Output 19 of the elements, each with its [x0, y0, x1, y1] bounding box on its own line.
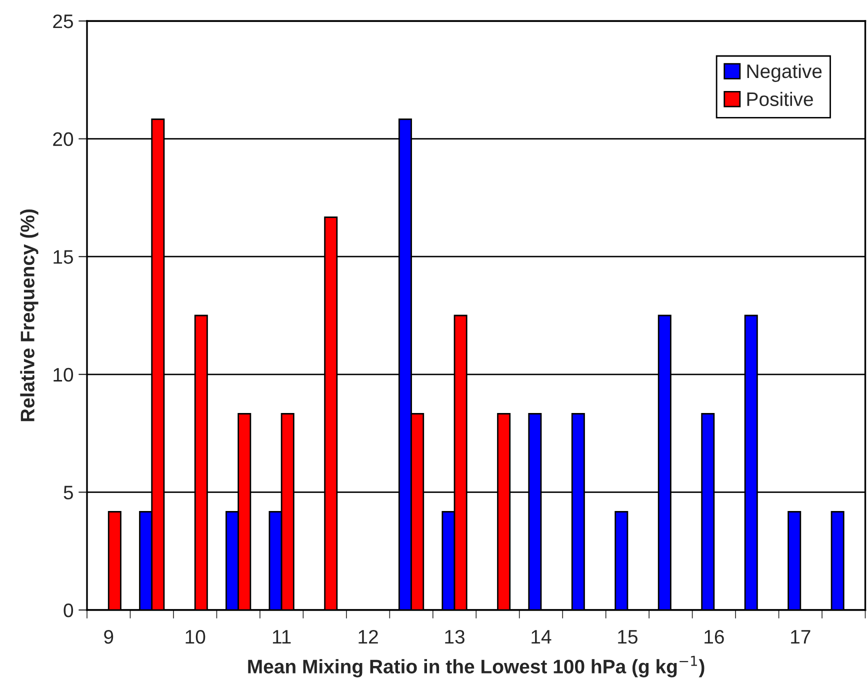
legend-label: Positive [747, 92, 813, 106]
x-tick-label: 14 [532, 630, 552, 644]
y-tick-label: 10 [54, 368, 74, 382]
y-tick-label: 15 [54, 250, 73, 264]
x-tick-label: 17 [791, 630, 810, 644]
y-tick-label: 20 [53, 132, 74, 146]
x-tick-label: 15 [618, 630, 638, 644]
x-tick-label: 9 [104, 630, 114, 644]
x-axis-title: Mean Mixing Ratio in the Lowest 100 hPa (g kg$^{−1}$) [248, 656, 704, 678]
x-tick-label: 10 [186, 630, 206, 644]
x-tick-label: 12 [358, 630, 378, 644]
x-tick-label: 16 [704, 630, 724, 644]
y-axis-title: Relative Frequency (%) [20, 209, 38, 422]
legend-label: Negative [747, 64, 822, 82]
y-tick-label: 25 [53, 14, 73, 28]
y-tick-label: 5 [64, 486, 73, 500]
y-tick-label: 0 [64, 603, 74, 618]
x-tick-label: 11 [272, 630, 291, 644]
x-tick-label: 13 [445, 630, 464, 644]
